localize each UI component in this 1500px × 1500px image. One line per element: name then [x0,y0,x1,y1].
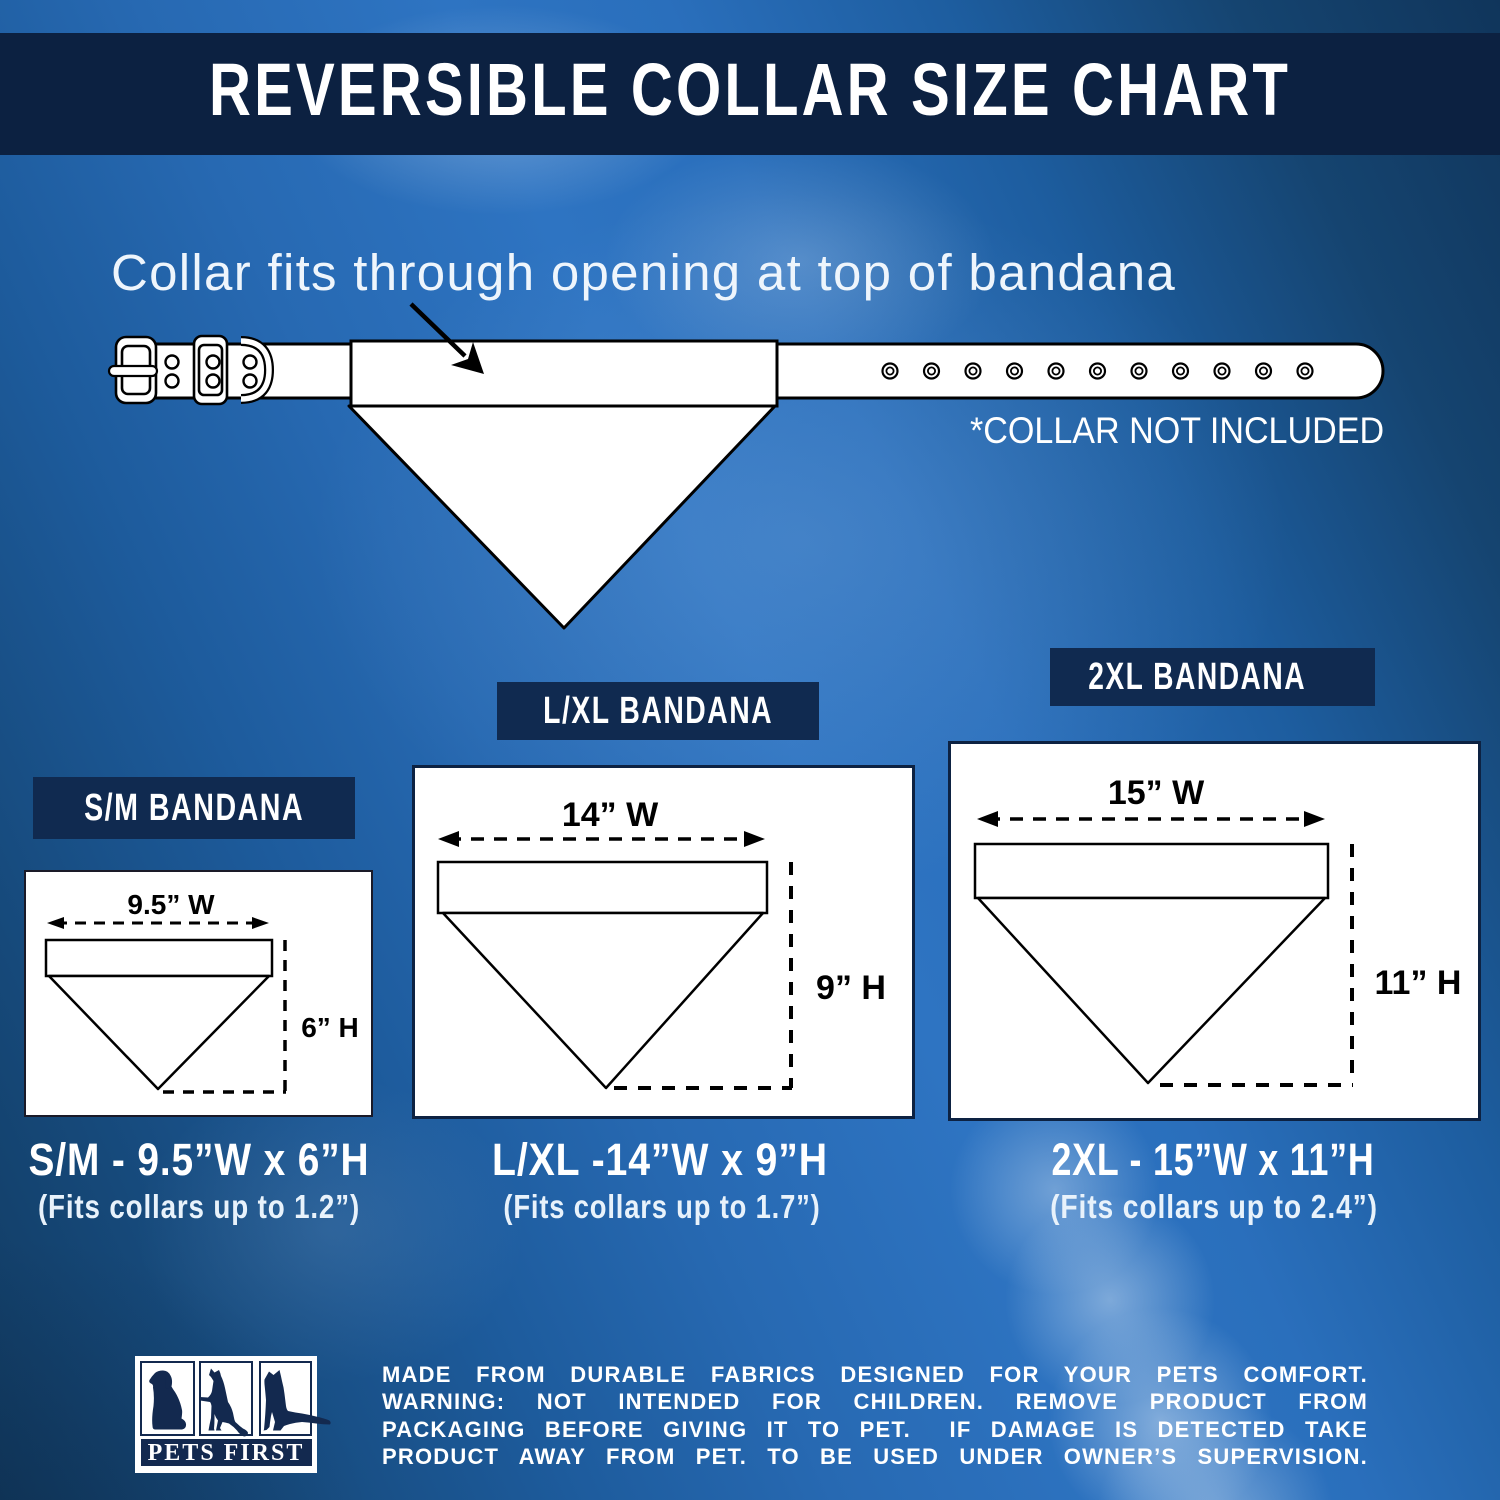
svg-text:6” H: 6” H [301,1012,359,1043]
svg-text:14” W: 14” W [562,796,659,834]
svg-text:9.5” W: 9.5” W [127,889,215,920]
svg-text:15” W: 15” W [1108,774,1205,812]
svg-text:11” H: 11” H [1375,964,1462,1002]
svg-text:9” H: 9” H [816,969,886,1007]
svg-text:PETS FIRST: PETS FIRST [148,1440,305,1466]
